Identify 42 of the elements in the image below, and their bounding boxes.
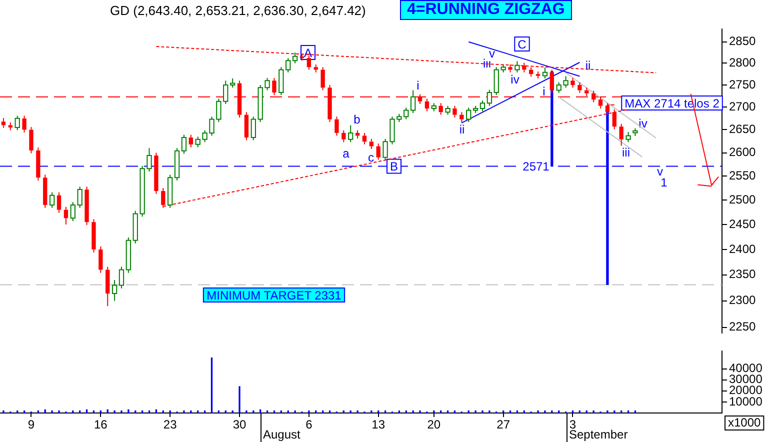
annotation: b — [354, 112, 361, 126]
chart-title: 4=RUNNING ZIGZAG — [400, 0, 572, 20]
chart-subtitle: GD (2,643.40, 2,653.21, 2,636.30, 2,647.42) — [110, 3, 366, 18]
x-tick-label: 23 — [163, 418, 178, 432]
annotation: B — [390, 160, 398, 174]
y-tick-label: 2700 — [729, 99, 756, 114]
annotation: c — [368, 150, 374, 164]
y-tick-label: 2350 — [729, 267, 756, 282]
annotation: a — [342, 146, 350, 160]
y-tick-label: 2800 — [729, 56, 756, 70]
annotation: C — [518, 37, 527, 52]
x-tick-label: 9 — [28, 418, 35, 432]
y-tick-label: 2400 — [729, 242, 756, 256]
x-tick-label: 13 — [372, 418, 386, 432]
annotation: iv — [510, 72, 520, 86]
annotation: 2571 — [522, 160, 550, 174]
annotation: iii — [622, 145, 630, 160]
x-tick-label: 6 — [306, 418, 313, 432]
y-tick-label: 2300 — [729, 293, 756, 308]
text: August — [263, 427, 302, 442]
annotation: iv — [638, 116, 648, 130]
y-tick-label: 2500 — [729, 192, 756, 206]
y-tick-label: 2450 — [729, 216, 756, 231]
y-tick-label: 2650 — [729, 122, 756, 136]
annotation: ii — [585, 58, 591, 72]
y-tick-label: 2250 — [729, 320, 756, 334]
y-tick-label: 2550 — [729, 168, 756, 183]
annotation: 1 — [660, 175, 668, 190]
x-tick-label: 30 — [232, 418, 247, 432]
annotation: i — [542, 84, 546, 98]
x-tick-label: 16 — [94, 418, 108, 432]
annotation: i — [416, 78, 420, 92]
x-tick-label: 27 — [496, 418, 510, 432]
annotation: ii — [459, 122, 465, 136]
x-tick-label: 20 — [427, 418, 441, 432]
y-tick-label: 2750 — [729, 77, 756, 92]
annotation: MINIMUM TARGET 2331 — [206, 288, 342, 302]
y-tick-label: 2850 — [729, 34, 756, 48]
y-axis-title: x1000 — [728, 415, 762, 430]
annotation: v — [489, 46, 495, 60]
y-tick-label: 2600 — [729, 145, 756, 160]
annotation: v — [657, 164, 663, 178]
